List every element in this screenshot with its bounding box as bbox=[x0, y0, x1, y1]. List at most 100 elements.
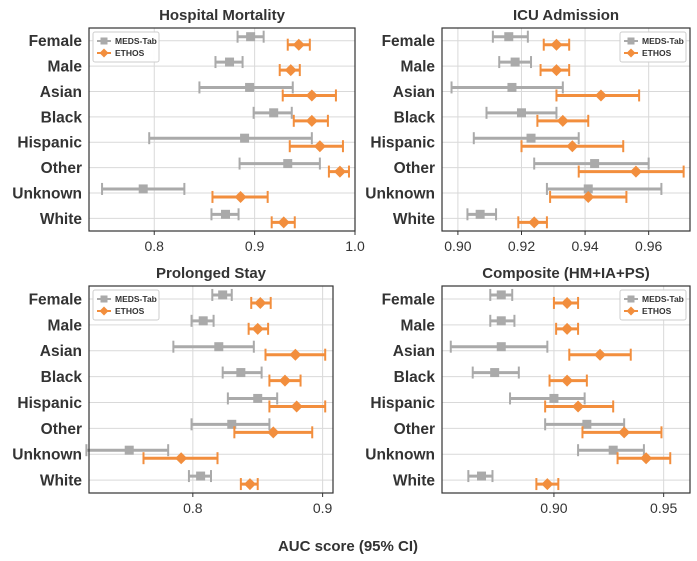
category-label: Asian bbox=[393, 343, 435, 360]
point-ethos bbox=[278, 374, 291, 387]
legend-box bbox=[92, 31, 160, 63]
x-axis-label: AUC score (95% CI) bbox=[278, 538, 418, 555]
point-ethos bbox=[594, 348, 607, 361]
x-tick-label: 0.8 bbox=[145, 238, 165, 254]
category-label: Unknown bbox=[12, 185, 82, 202]
point-ethos bbox=[267, 426, 280, 439]
legend: MEDS-Tab ETHOS bbox=[92, 31, 160, 63]
point-ethos bbox=[292, 38, 305, 51]
point-meds-tab bbox=[582, 419, 592, 429]
category-label: Other bbox=[394, 160, 435, 177]
legend-marker-meds bbox=[627, 295, 635, 303]
point-meds-tab bbox=[225, 57, 235, 67]
x-tick-label: 0.94 bbox=[571, 238, 598, 254]
point-ethos bbox=[243, 478, 256, 491]
legend-marker-meds bbox=[100, 295, 108, 303]
point-ethos bbox=[175, 452, 188, 465]
x-tick-label: 0.96 bbox=[635, 238, 662, 254]
x-tick-label: 1.0 bbox=[345, 238, 365, 254]
point-meds-tab bbox=[236, 368, 246, 378]
legend-label-ethos: ETHOS bbox=[642, 306, 672, 316]
category-label: Male bbox=[48, 59, 83, 76]
x-tick-label: 0.8 bbox=[183, 500, 203, 516]
point-ethos bbox=[629, 165, 642, 178]
legend-label-ethos: ETHOS bbox=[115, 306, 145, 316]
x-tick-label: 0.95 bbox=[650, 500, 677, 516]
point-meds-tab bbox=[240, 133, 250, 143]
point-meds-tab bbox=[196, 471, 206, 481]
point-ethos bbox=[561, 322, 574, 335]
category-label: Asian bbox=[40, 343, 82, 360]
point-meds-tab bbox=[475, 209, 485, 219]
panel-4: Composite (HM+IA+PS) 0.90 0.95 Female Male As… bbox=[365, 265, 691, 516]
point-meds-tab bbox=[549, 393, 559, 403]
point-meds-tab bbox=[496, 290, 506, 300]
point-meds-tab bbox=[583, 184, 593, 194]
point-meds-tab bbox=[496, 342, 506, 352]
panel-3: Prolonged Stay 0.8 0.9 Female Male Asian Black… bbox=[12, 265, 334, 516]
category-label: Other bbox=[41, 160, 82, 177]
point-meds-tab bbox=[504, 32, 514, 42]
category-label: Female bbox=[382, 33, 436, 50]
legend-box bbox=[619, 31, 687, 63]
panel-title: ICU Admission bbox=[513, 7, 619, 24]
point-ethos bbox=[640, 452, 653, 465]
point-meds-tab bbox=[138, 184, 148, 194]
point-ethos bbox=[550, 38, 563, 51]
point-ethos bbox=[305, 89, 318, 102]
point-ethos bbox=[550, 64, 563, 77]
point-meds-tab bbox=[246, 32, 256, 42]
point-meds-tab bbox=[227, 419, 237, 429]
point-ethos bbox=[594, 89, 607, 102]
category-label: Black bbox=[394, 109, 436, 126]
point-meds-tab bbox=[516, 108, 526, 118]
category-label: Black bbox=[41, 109, 83, 126]
point-meds-tab bbox=[477, 471, 487, 481]
point-meds-tab bbox=[245, 82, 255, 92]
point-meds-tab bbox=[253, 393, 263, 403]
point-ethos bbox=[234, 190, 247, 203]
category-label: Black bbox=[394, 369, 436, 386]
legend-label-meds: MEDS-Tab bbox=[642, 36, 684, 46]
point-meds-tab bbox=[269, 108, 279, 118]
panel-2: ICU Admission 0.90 0.92 0.94 0.96 Female Male A… bbox=[365, 7, 691, 254]
category-label: Black bbox=[41, 369, 83, 386]
point-meds-tab bbox=[496, 316, 506, 326]
point-ethos bbox=[541, 478, 554, 491]
plot-frame bbox=[441, 27, 691, 232]
panel-1: Hospital Mortality 0.8 0.9 1.0 Female Male Asi… bbox=[12, 7, 365, 254]
legend-label-meds: MEDS-Tab bbox=[115, 36, 157, 46]
category-label: Hispanic bbox=[17, 135, 82, 152]
legend-marker-ethos bbox=[626, 48, 636, 58]
x-tick-label: 0.90 bbox=[444, 238, 471, 254]
plot-frame bbox=[441, 285, 691, 494]
legend-marker-ethos bbox=[99, 306, 109, 316]
point-ethos bbox=[582, 190, 595, 203]
point-ethos bbox=[572, 400, 585, 413]
point-ethos bbox=[618, 426, 631, 439]
legend: MEDS-Tab ETHOS bbox=[92, 289, 160, 321]
plot-frame bbox=[88, 27, 356, 232]
point-ethos bbox=[561, 374, 574, 387]
point-meds-tab bbox=[221, 209, 231, 219]
legend-label-ethos: ETHOS bbox=[115, 48, 145, 58]
category-label: Hispanic bbox=[17, 395, 82, 412]
legend: MEDS-Tab ETHOS bbox=[619, 31, 687, 63]
category-label: White bbox=[393, 211, 436, 228]
legend-marker-meds bbox=[627, 37, 635, 45]
point-meds-tab bbox=[124, 445, 134, 455]
point-ethos bbox=[305, 114, 318, 127]
category-label: Asian bbox=[393, 84, 435, 101]
point-meds-tab bbox=[507, 82, 517, 92]
legend-label-meds: MEDS-Tab bbox=[115, 294, 157, 304]
point-ethos bbox=[528, 216, 541, 229]
category-label: Unknown bbox=[365, 447, 435, 464]
point-meds-tab bbox=[510, 57, 520, 67]
point-ethos bbox=[313, 140, 326, 153]
point-ethos bbox=[566, 140, 579, 153]
point-ethos bbox=[561, 296, 574, 309]
category-label: Other bbox=[41, 421, 82, 438]
point-meds-tab bbox=[198, 316, 208, 326]
category-label: Hispanic bbox=[370, 135, 435, 152]
